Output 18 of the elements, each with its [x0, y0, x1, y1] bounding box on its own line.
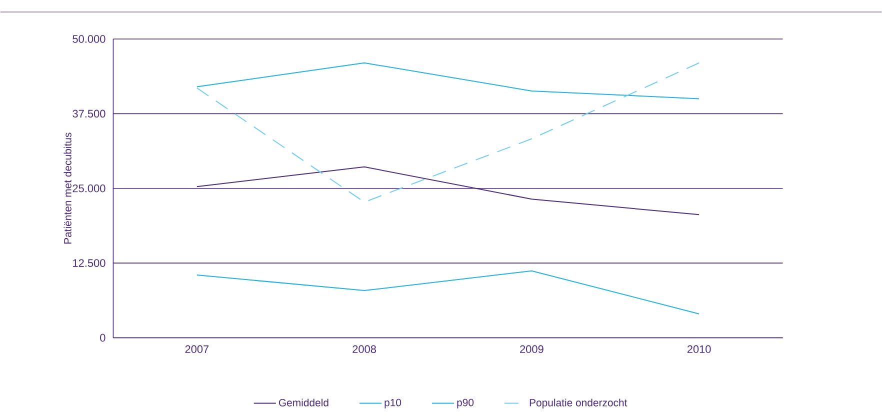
x-tick-label: 2010	[687, 345, 711, 354]
y-tick-label: 25.000	[72, 184, 106, 192]
legend-label: Gemiddeld	[278, 398, 328, 407]
x-tick-label: 2008	[352, 345, 376, 354]
y-axis-title: Patiënten met decubitus	[64, 132, 72, 244]
x-tick-label: 2009	[520, 345, 544, 354]
legend-label: p90	[457, 398, 474, 408]
y-tick-label: 12.500	[73, 259, 106, 268]
legend-label: Populatie onderzocht	[530, 398, 628, 409]
legend-label: p10	[384, 398, 402, 408]
y-tick-label: 37.500	[72, 110, 106, 118]
y-tick-label: 0	[100, 334, 106, 342]
y-tick-label: 50.000	[72, 35, 106, 43]
line-series	[196, 62, 700, 203]
line-series	[196, 62, 700, 100]
x-tick-label: 2007	[185, 345, 209, 354]
line-series	[196, 166, 700, 216]
line-series	[196, 270, 700, 314]
